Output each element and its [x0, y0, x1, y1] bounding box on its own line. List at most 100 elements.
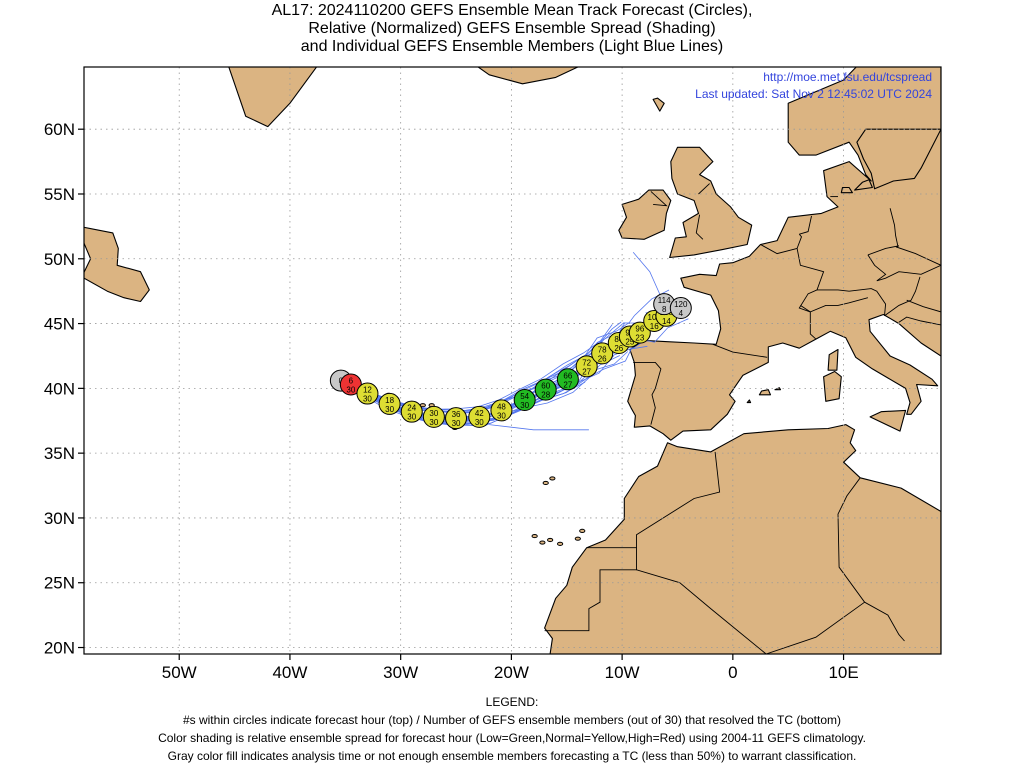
- lat-tick-label: 25N: [44, 574, 75, 593]
- source-url[interactable]: http://moe.met.fsu.edu/tcspread: [763, 70, 932, 84]
- member-count-label: 26: [598, 354, 607, 363]
- island: [574, 536, 581, 541]
- national-border: [817, 288, 887, 316]
- member-count-label: 30: [363, 395, 372, 404]
- track-circle: [468, 405, 491, 428]
- lat-tick-label: 50N: [44, 250, 75, 269]
- track-circle: [556, 368, 579, 391]
- forecast-hour-label: 24: [407, 404, 416, 413]
- member-count-label: 23: [635, 334, 644, 343]
- national-border: [884, 276, 921, 317]
- member-count-label: 30: [385, 405, 394, 414]
- national-border: [695, 214, 704, 240]
- map-plot: 0630123018302430303036304230483054306028…: [44, 66, 942, 682]
- legend-heading: LEGEND:: [485, 695, 539, 709]
- member-count-label: 14: [662, 317, 671, 326]
- national-border: [586, 451, 721, 549]
- land-masses: [57, 67, 941, 654]
- track-circle: [534, 378, 557, 401]
- track-point: 630: [339, 373, 362, 396]
- forecast-hour-label: 48: [497, 402, 506, 411]
- member-count-label: 30: [429, 418, 438, 427]
- last-updated: Last updated: Sat Nov 2 12:45:02 UTC 202…: [695, 87, 932, 101]
- chart-title: AL17: 2024110200 GEFS Ensemble Mean Trac…: [0, 2, 1024, 56]
- track-circle: [378, 392, 401, 415]
- lat-tick-label: 40N: [44, 379, 75, 398]
- forecast-hour-label: 66: [563, 371, 572, 380]
- track-circle: [356, 382, 379, 405]
- lat-tick-label: 55N: [44, 185, 75, 204]
- lat-tick-label: 30N: [44, 509, 75, 528]
- longitude-axis: 50W 40W 30W 20W 10W 0 10E: [162, 654, 859, 682]
- land-sardinia: [823, 370, 842, 402]
- forecast-hour-label: 42: [475, 409, 484, 418]
- land-funen: [840, 186, 853, 194]
- lat-tick-label: 20N: [44, 639, 75, 658]
- member-count-label: 30: [520, 401, 529, 410]
- land-ibiza: [746, 399, 752, 404]
- track-circle: [400, 400, 423, 423]
- title-line-3: and Individual GEFS Ensemble Members (Li…: [300, 38, 724, 55]
- lon-tick-label: 40W: [272, 663, 307, 682]
- island: [557, 541, 564, 546]
- ensemble-member-line: [632, 252, 665, 305]
- member-count-label: 30: [407, 413, 416, 422]
- member-count-label: 26: [614, 344, 623, 353]
- forecast-hour-label: 30: [429, 409, 438, 418]
- source-info: http://moe.met.fsu.edu/tcspread Last upd…: [695, 69, 932, 103]
- forecast-hour-label: 54: [520, 392, 529, 401]
- member-count-label: 25: [625, 338, 634, 347]
- forecast-hour-label: 78: [598, 345, 607, 354]
- legend-line-1: #s within circles indicate forecast hour…: [182, 713, 842, 727]
- lat-tick-label: 45N: [44, 315, 75, 334]
- land-ireland: [618, 189, 672, 240]
- national-border: [796, 233, 803, 249]
- land-mallorca: [758, 389, 772, 396]
- legend-line-2: Color shading is relative ensemble sprea…: [158, 731, 866, 745]
- national-border: [906, 299, 941, 313]
- land-denmark-zealand: [854, 179, 873, 191]
- forecast-hour-label: 96: [635, 325, 644, 334]
- forecast-hour-label: 6: [349, 376, 354, 385]
- land-iceland: [477, 67, 579, 85]
- national-border: [799, 215, 812, 235]
- track-circle: [628, 321, 651, 344]
- national-border: [765, 477, 866, 654]
- track-circle: [669, 297, 692, 320]
- land-sicily: [869, 409, 907, 432]
- ensemble-member-line: [489, 424, 589, 431]
- member-count-label: 30: [475, 418, 484, 427]
- national-border: [636, 547, 767, 654]
- forecast-hour-label: 36: [452, 410, 461, 419]
- member-count-label: 16: [650, 322, 659, 331]
- latitude-axis: 20N 25N 30N 35N 40N 45N 50N 55N 60N: [44, 120, 84, 658]
- national-border: [698, 183, 710, 195]
- land-nova-scotia: [57, 300, 79, 313]
- national-border: [650, 191, 668, 207]
- national-border: [544, 569, 637, 632]
- lon-tick-label: 10W: [605, 663, 640, 682]
- track-circle: [591, 342, 614, 365]
- member-count-label: 30: [346, 385, 355, 394]
- track-circle: [575, 355, 598, 378]
- member-count-label: 30: [452, 419, 461, 428]
- land-sweden-south: [856, 128, 941, 190]
- mean-track: 0630123018302430303036304230483054306028…: [329, 293, 692, 430]
- island: [549, 476, 556, 481]
- track-circle: [513, 389, 536, 412]
- forecast-hour-label: 60: [541, 382, 550, 391]
- lat-tick-label: 35N: [44, 444, 75, 463]
- national-border: [889, 208, 899, 246]
